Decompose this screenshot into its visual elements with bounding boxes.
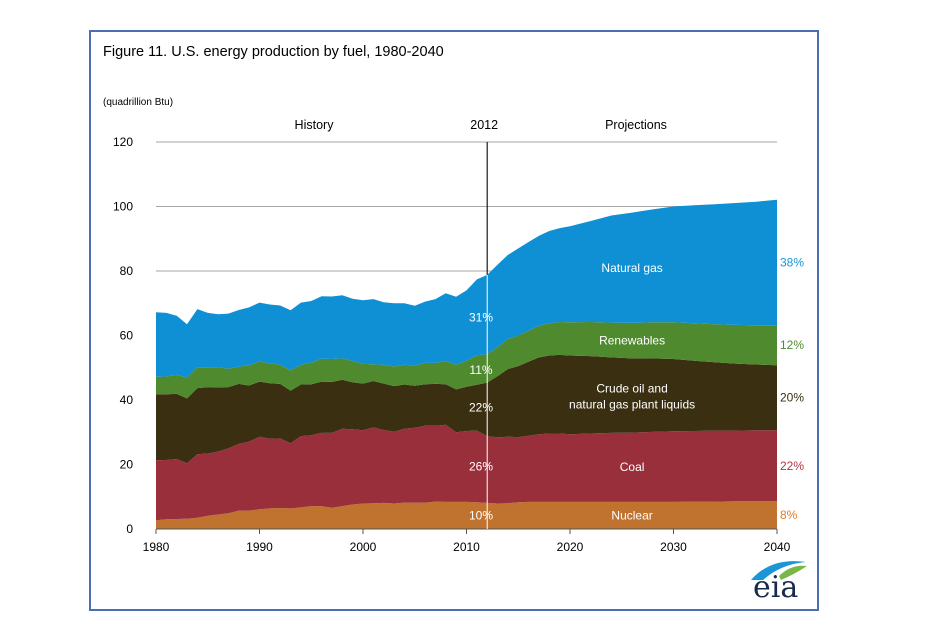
end-share-renewables: 12%	[780, 338, 804, 352]
projections-label: Projections	[605, 118, 667, 132]
history-share-nuclear: 10%	[469, 509, 493, 523]
series-name-crude-oil-and-natural-gas-plant-liquids-line2: natural gas plant liquids	[569, 397, 695, 411]
y-tick-label-100: 100	[113, 200, 133, 214]
history-projection-divider: 2012 History Projections	[295, 118, 667, 529]
axes	[155, 528, 778, 534]
series-name-coal: Coal	[620, 460, 645, 474]
chart-title: Figure 11. U.S. energy production by fue…	[103, 44, 444, 60]
chart: Figure 11. U.S. energy production by fue…	[103, 44, 807, 605]
x-tick-label-2020: 2020	[557, 540, 584, 554]
end-share-coal: 22%	[780, 459, 804, 473]
series-name-crude-oil-and-natural-gas-plant-liquids-line1: Crude oil and	[596, 381, 667, 395]
chart-frame: Figure 11. U.S. energy production by fue…	[89, 30, 819, 611]
end-share-natural-gas: 38%	[780, 255, 804, 269]
history-share-renewables: 11%	[469, 363, 492, 377]
series-name-renewables: Renewables	[599, 334, 665, 348]
x-tick-label-2030: 2030	[660, 540, 687, 554]
y-tick-label-0: 0	[126, 522, 133, 536]
x-tick-label-2010: 2010	[453, 540, 480, 554]
series-labels: 10% 8% Nuclear 26% 22% Coal 22% 20% Crude oil an…	[469, 255, 804, 522]
series-name-nuclear: Nuclear	[611, 508, 652, 522]
tick-labels: 1980 1990 2000 2010 2020 2030 2040020406080100…	[113, 135, 791, 554]
end-share-nuclear: 8%	[780, 508, 798, 522]
area-renewables	[156, 322, 777, 399]
history-share-natural-gas: 31%	[469, 310, 493, 324]
stacked-areas	[156, 199, 777, 529]
eia-logo-swoosh	[751, 561, 806, 580]
area-crude-oil-and-natural-gas-plant-liquids	[156, 354, 777, 464]
x-tick-label-2040: 2040	[764, 540, 791, 554]
history-share-coal: 26%	[469, 459, 493, 473]
area-nuclear	[156, 501, 777, 529]
y-tick-label-40: 40	[120, 393, 134, 407]
eia-logo: eia	[751, 561, 807, 605]
end-share-crude-oil-and-natural-gas-plant-liquids: 20%	[780, 391, 804, 405]
y-tick-label-80: 80	[120, 264, 134, 278]
divider-year-label: 2012	[470, 118, 498, 132]
x-tick-label-2000: 2000	[350, 540, 377, 554]
y-tick-label-120: 120	[113, 135, 133, 149]
area-natural-gas	[156, 199, 777, 378]
eia-logo-leaf	[779, 565, 807, 580]
x-tick-label-1980: 1980	[143, 540, 170, 554]
y-tick-label-20: 20	[120, 458, 134, 472]
x-tick-label-1990: 1990	[246, 540, 273, 554]
y-axis-unit: (quadrillion Btu)	[103, 97, 173, 108]
area-coal	[156, 424, 777, 521]
history-label: History	[295, 118, 335, 132]
history-share-crude-oil-and-natural-gas-plant-liquids: 22%	[469, 401, 493, 415]
series-name-natural-gas: Natural gas	[601, 261, 662, 275]
y-tick-label-60: 60	[120, 329, 134, 343]
